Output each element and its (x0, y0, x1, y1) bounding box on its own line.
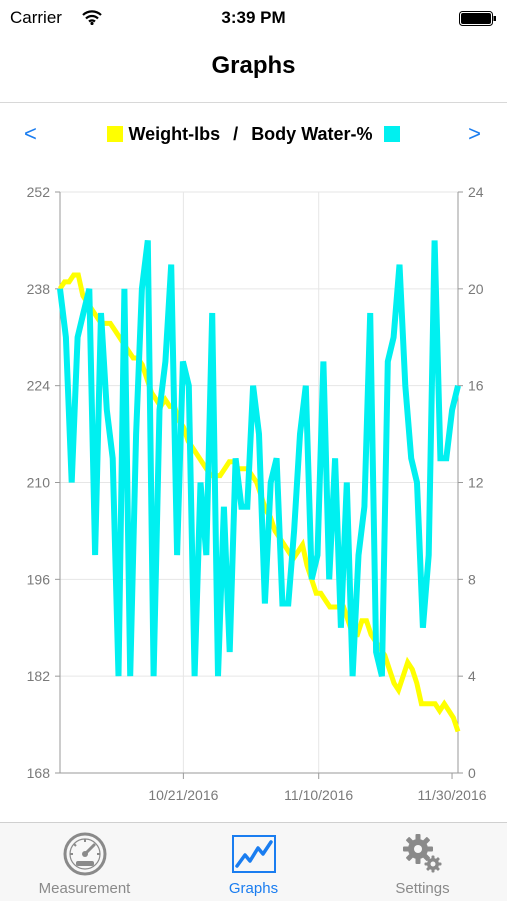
tab-measurement[interactable]: Measurement (0, 823, 169, 901)
water-legend-swatch (383, 126, 400, 142)
page-title: Graphs (211, 52, 296, 79)
status-time: 3:39 PM (221, 8, 286, 27)
gears-icon (400, 831, 446, 877)
left-y-tick-label: 224 (27, 378, 51, 394)
legend: Weight-lbs / Body Water-% (0, 124, 507, 145)
tab-graphs-label: Graphs (228, 880, 279, 897)
tab-bar: Measurement Graphs (0, 822, 507, 901)
tab-graphs[interactable]: Graphs (169, 823, 338, 901)
left-y-tick-label: 238 (27, 281, 51, 297)
right-y-tick-label: 4 (468, 668, 476, 684)
body-water-series-line (57, 240, 461, 677)
right-y-tick-label: 24 (468, 184, 484, 200)
right-y-tick-label: 12 (468, 475, 484, 491)
left-y-tick-label: 196 (27, 571, 51, 587)
right-y-tick-label: 8 (468, 571, 476, 587)
graph-line-icon (231, 831, 277, 877)
water-legend-label: Body Water-% (251, 124, 373, 144)
speedometer-icon (62, 831, 108, 877)
nav-divider (0, 102, 507, 103)
x-tick-label: 10/21/2016 (148, 787, 218, 803)
weight-legend-swatch (107, 126, 124, 142)
left-y-tick-label: 252 (27, 184, 51, 200)
battery-icon (459, 11, 497, 31)
left-y-tick-label: 210 (27, 475, 51, 491)
tab-measurement-label: Measurement (38, 880, 131, 897)
next-graph-button[interactable]: > (468, 121, 481, 146)
right-y-tick-label: 20 (468, 281, 484, 297)
tab-settings[interactable]: Settings (338, 823, 507, 901)
status-bar: Carrier 3:39 PM (0, 0, 507, 36)
left-y-tick-label: 182 (27, 668, 51, 684)
legend-separator: / (233, 124, 239, 144)
weight-legend-label: Weight-lbs (128, 124, 221, 144)
right-y-tick-label: 16 (468, 378, 484, 394)
previous-graph-button[interactable]: < (24, 121, 37, 146)
wifi-icon (82, 10, 102, 30)
x-tick-label: 11/10/2016 (284, 787, 353, 803)
carrier-label: Carrier (10, 8, 62, 27)
chart-header: < Weight-lbs / Body Water-% > (0, 118, 507, 152)
right-y-tick-label: 0 (468, 765, 476, 781)
left-y-tick-label: 168 (27, 765, 51, 781)
graph-chart: 10/21/2016 11/10/2016 11/30/20161681821962… (27, 184, 487, 803)
tab-settings-label: Settings (395, 880, 450, 897)
x-tick-label: 11/30/2016 (418, 787, 487, 803)
